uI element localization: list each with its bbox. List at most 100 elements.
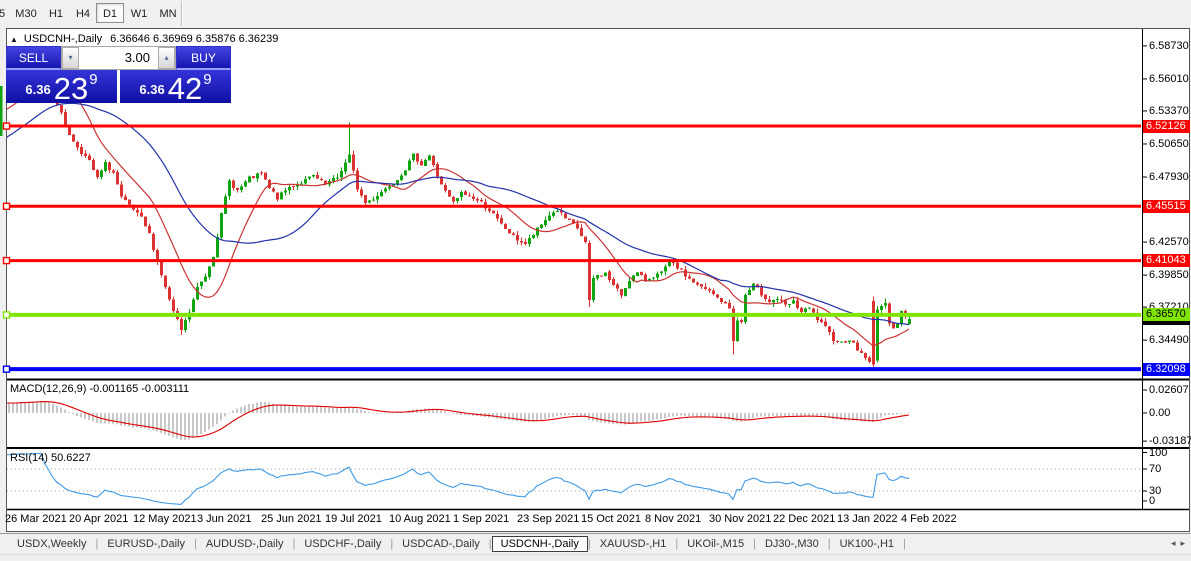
date-tick-23-Sep-2021: 23 Sep 2021 — [517, 513, 580, 525]
rsi-tick-30: 30 — [1149, 485, 1162, 497]
chart-tab-xauusd-h1[interactable]: XAUUSD-,H1 — [599, 538, 667, 550]
price-badge-6.52126: 6.52126 — [1143, 119, 1190, 133]
chevron-down-icon: ▾ — [68, 53, 73, 62]
volume-decrease-button[interactable]: ▾ — [62, 47, 79, 69]
timeframe-button-m30[interactable]: M30 — [10, 3, 42, 23]
date-tick-8-Nov-2021: 8 Nov 2021 — [645, 513, 702, 525]
moving-average-34 — [7, 102, 910, 326]
hline-handle[interactable] — [2, 365, 11, 373]
status-bar — [0, 554, 1191, 561]
date-tick-19-Jul-2021: 19 Jul 2021 — [325, 513, 382, 525]
price-tick-6.53370: 6.53370 — [1149, 104, 1189, 117]
buy-price-pip: 9 — [203, 71, 212, 88]
hline-handle[interactable] — [2, 122, 11, 130]
chevron-up-icon: ▴ — [164, 53, 169, 62]
tab-scroll-arrows: ◂ ▸ — [1166, 538, 1185, 549]
rsi-tick-100: 100 — [1149, 446, 1168, 459]
chart-tab-ukoil-m15[interactable]: UKOil-,M15 — [687, 538, 745, 550]
sell-price-display[interactable]: 6.36 23 9 — [6, 70, 117, 106]
chart-header: ▲ USDCNH-,Daily 6.36646 6.36969 6.35876 6.… — [10, 33, 278, 45]
macd-tick-0.02607: 0.02607 — [1149, 384, 1189, 396]
sell-button[interactable]: SELL — [6, 46, 61, 70]
buy-price-prefix: 6.36 — [139, 82, 165, 97]
buy-price-main: 42 — [167, 71, 203, 106]
chart-tab-usdchf-daily[interactable]: USDCHF-,Daily — [304, 538, 382, 550]
chart-tab-uk100-h1[interactable]: UK100-,H1 — [839, 538, 895, 550]
chart-tab-usdcad-daily[interactable]: USDCAD-,Daily — [402, 538, 480, 550]
date-tick-20-Apr-2021: 20 Apr 2021 — [69, 513, 129, 525]
chart-symbol-label: USDCNH-,Daily — [23, 33, 103, 45]
timeframe-button-mn[interactable]: MN — [154, 3, 182, 23]
macd-label: MACD(12,26,9) -0.001165 -0.003111 — [10, 383, 190, 395]
buy-button[interactable]: BUY — [176, 46, 231, 70]
tab-scroll-left-icon[interactable]: ◂ — [1170, 538, 1176, 548]
hline-handle[interactable] — [2, 256, 11, 265]
tab-separator: | — [488, 538, 492, 550]
macd-tick--0.03187: -0.03187 — [1149, 435, 1191, 448]
timeframe-button-h4[interactable]: H4 — [70, 3, 96, 23]
hline-handle[interactable] — [2, 202, 11, 211]
sell-price-prefix: 6.36 — [25, 82, 51, 97]
hline-handle[interactable] — [2, 311, 11, 319]
macd-signal-line — [7, 401, 910, 438]
tab-separator: | — [587, 538, 591, 550]
rsi-tick-70: 70 — [1149, 463, 1162, 475]
timeframe-button-w1[interactable]: W1 — [126, 3, 152, 23]
date-tick-1-Sep-2021: 1 Sep 2021 — [453, 513, 510, 525]
chart-tab-usdcnh-daily[interactable]: USDCNH-,Daily — [491, 536, 588, 552]
moving-average-13 — [7, 78, 910, 347]
price-badge-6.32098: 6.32098 — [1143, 362, 1190, 376]
timeframe-toolbar: 5 M30 H1 H4 D1 W1 MN — [0, 0, 1191, 27]
tab-separator: | — [903, 538, 906, 550]
chart-tab-dj30-m30[interactable]: DJ30-,M30 — [764, 538, 819, 550]
rsi-line — [7, 452, 910, 505]
date-tick-4-Feb-2022: 4 Feb 2022 — [901, 513, 957, 525]
tab-separator: | — [390, 538, 394, 550]
rsi-tick-0: 0 — [1149, 495, 1156, 507]
price-badge-6.36570: 6.36570 — [1143, 308, 1190, 322]
price-badge-6.45515: 6.45515 — [1143, 199, 1190, 213]
price-tick-6.58730: 6.58730 — [1149, 39, 1189, 52]
rsi-label: RSI(14) 50.6227 — [10, 452, 91, 464]
chart-ohlc-values: 6.36646 6.36969 6.35876 6.36239 — [110, 33, 279, 45]
tab-separator: | — [675, 538, 679, 550]
volume-increase-button[interactable]: ▴ — [158, 47, 175, 69]
chart-tab-eurusd-daily[interactable]: EURUSD-,Daily — [107, 538, 185, 550]
date-tick-10-Aug-2021: 10 Aug 2021 — [389, 513, 451, 525]
clipped-candle-artifact — [0, 86, 3, 136]
price-tick-6.47930: 6.47930 — [1149, 170, 1189, 183]
price-tick-6.39850: 6.39850 — [1149, 269, 1189, 282]
date-tick-26-Mar-2021: 26 Mar 2021 — [5, 513, 67, 525]
tab-separator: | — [193, 538, 197, 550]
timeframe-button-d1[interactable]: D1 — [96, 3, 124, 23]
price-badge-6.41043: 6.41043 — [1143, 254, 1190, 268]
date-tick-3-Jun-2021: 3 Jun 2021 — [197, 513, 252, 525]
date-tick-30-Nov-2021: 30 Nov 2021 — [709, 513, 772, 525]
price-tick-6.56010: 6.56010 — [1149, 72, 1189, 85]
price-tick-6.34490: 6.34490 — [1149, 334, 1189, 347]
date-tick-25-Jun-2021: 25 Jun 2021 — [261, 513, 322, 525]
chart-tab-usdx-weekly[interactable]: USDX,Weekly — [17, 538, 87, 550]
tab-separator: | — [95, 538, 99, 550]
date-tick-12-May-2021: 12 May 2021 — [133, 513, 197, 525]
price-tick-6.42570: 6.42570 — [1149, 236, 1189, 249]
volume-input[interactable]: 3.00 — [79, 47, 158, 69]
tab-separator: | — [827, 538, 831, 550]
tab-separator: | — [292, 538, 296, 550]
volume-spinner: ▾ 3.00 ▴ — [61, 46, 176, 70]
date-tick-22-Dec-2021: 22 Dec 2021 — [773, 513, 836, 525]
collapse-chart-icon[interactable]: ▲ — [10, 35, 18, 44]
sell-price-main: 23 — [53, 71, 89, 106]
timeframe-button-5[interactable]: 5 — [0, 3, 10, 23]
date-tick-13-Jan-2022: 13 Jan 2022 — [837, 513, 898, 525]
tab-scroll-right-icon[interactable]: ▸ — [1180, 538, 1185, 548]
chart-tab-audusd-daily[interactable]: AUDUSD-,Daily — [205, 538, 284, 550]
timeframe-button-h1[interactable]: H1 — [44, 3, 68, 23]
date-tick-15-Oct-2021: 15 Oct 2021 — [581, 513, 641, 525]
sell-price-pip: 9 — [89, 71, 98, 88]
buy-price-display[interactable]: 6.36 42 9 — [120, 70, 231, 106]
macd-tick-0.00: 0.00 — [1149, 407, 1171, 419]
one-click-trading-panel: SELL ▾ 3.00 ▴ BUY 6.36 23 9 6.36 42 9 — [6, 46, 231, 106]
